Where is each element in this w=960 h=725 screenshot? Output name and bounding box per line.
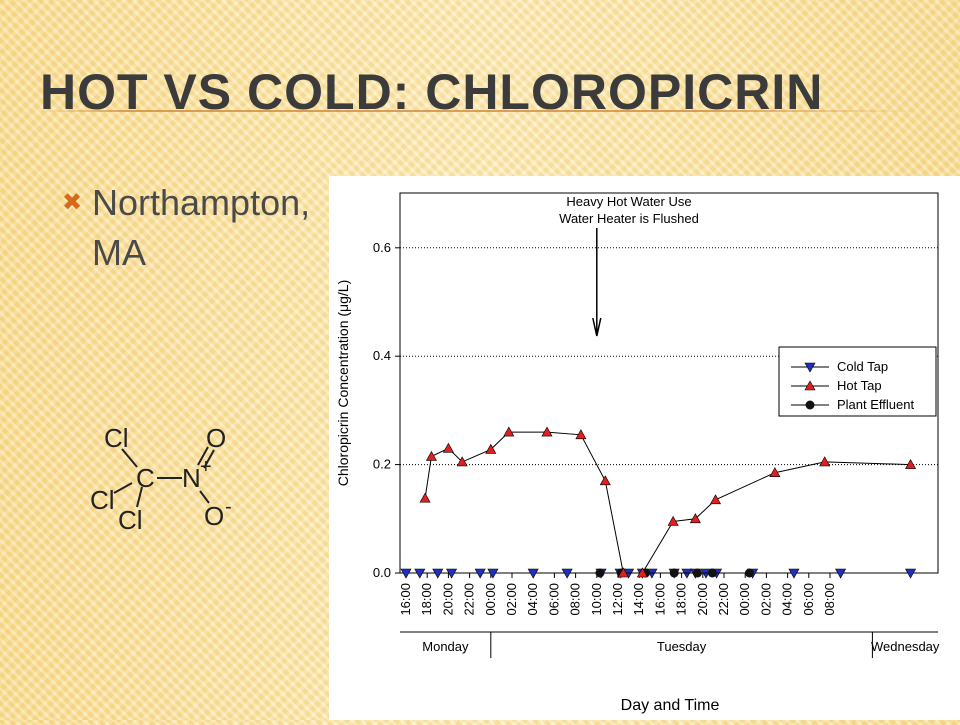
carbon-label: C (136, 463, 155, 493)
annotation: Heavy Hot Water Use Water Heater is Flus… (559, 194, 699, 337)
charge-minus-label: - (225, 496, 232, 518)
x-tick-label: 10:00 (589, 583, 604, 616)
day-label: Tuesday (657, 639, 707, 654)
data-point (485, 443, 497, 454)
y-axis-label: Chloropicrin Concentration (μg/L) (335, 280, 351, 487)
data-point (707, 568, 717, 578)
data-point (419, 492, 431, 503)
x-tick-label: 12:00 (610, 583, 625, 616)
data-point (769, 467, 781, 478)
y-tick-label: 0.6 (373, 240, 391, 255)
x-tick-label: 00:00 (483, 583, 498, 616)
x-tick-label: 16:00 (398, 583, 413, 616)
x-tick-label: 04:00 (525, 583, 540, 616)
data-point (456, 456, 468, 467)
chlorine-label: Cl (104, 423, 129, 453)
x-tick-label: 14:00 (631, 583, 646, 616)
data-point (432, 568, 444, 579)
x-tick-label: 20:00 (695, 583, 710, 616)
oxygen-label: O (204, 501, 224, 531)
x-tick-label: 04:00 (780, 583, 795, 616)
data-point (669, 568, 679, 578)
legend: Cold Tap Hot Tap Plant Effluent (778, 346, 937, 417)
data-point (710, 494, 722, 505)
chlorine-label: Cl (90, 485, 115, 515)
chloropicrin-structure: Cl C N + O Cl Cl O - (90, 423, 232, 535)
data-point (425, 450, 437, 461)
series (400, 426, 917, 579)
data-point (788, 568, 800, 579)
nitrogen-label: N (182, 463, 201, 493)
x-tick-label: 06:00 (546, 583, 561, 616)
data-point (905, 458, 917, 469)
data-point (446, 568, 458, 579)
x-tick-label: 08:00 (568, 583, 583, 616)
day-label: Monday (422, 639, 469, 654)
x-tick-label: 02:00 (758, 583, 773, 616)
title-divider (40, 110, 920, 112)
chloropicrin-chart: 0.0 0.2 0.4 0.6 16:00 18:00 20:00 22:00 00:00 02… (335, 192, 940, 714)
y-axis-ticks: 0.0 0.2 0.4 0.6 (373, 240, 400, 580)
data-point (617, 567, 629, 578)
x-axis-label: Day and Time (621, 697, 720, 714)
legend-marker (804, 380, 816, 391)
bullet-text: Northampton, MA (92, 182, 311, 273)
slide-title: Hot vs Cold: Chloropicrin (40, 64, 824, 120)
data-point (442, 442, 454, 453)
legend-marker (805, 400, 815, 410)
data-point (474, 568, 486, 579)
x-mark-bullet-icon: ✖ (62, 189, 83, 216)
data-point (599, 475, 611, 486)
x-tick-label: 02:00 (504, 583, 519, 616)
data-point (667, 515, 679, 526)
data-point (575, 429, 587, 440)
legend-label: Plant Effluent (837, 397, 914, 412)
data-point (835, 568, 847, 579)
x-tick-label: 16:00 (652, 583, 667, 616)
data-point (636, 567, 648, 578)
x-axis-ticks: 16:00 18:00 20:00 22:00 00:00 02:00 04:00 06:00… (398, 573, 837, 616)
data-point (905, 568, 917, 579)
legend-label: Cold Tap (837, 359, 888, 374)
chlorine-label: Cl (118, 505, 143, 535)
x-tick-label: 22:00 (716, 583, 731, 616)
data-point (400, 568, 412, 579)
data-point (561, 568, 573, 579)
data-point (689, 513, 701, 524)
x-tick-label: 00:00 (737, 583, 752, 616)
annotation-line-1: Heavy Hot Water Use (566, 194, 691, 209)
data-point (541, 426, 553, 437)
oxygen-label: O (206, 423, 226, 453)
day-label: Wednesday (871, 639, 940, 654)
data-point (487, 568, 499, 579)
chart-panel: 0.0 0.2 0.4 0.6 16:00 18:00 20:00 22:00 00:00 02… (329, 176, 960, 720)
x-tick-label: 22:00 (462, 583, 477, 616)
data-point (527, 568, 539, 579)
x-tick-label: 06:00 (801, 583, 816, 616)
annotation-arrowhead (592, 317, 602, 337)
legend-label: Hot Tap (837, 378, 882, 393)
y-tick-label: 0.4 (373, 348, 391, 363)
data-point (693, 568, 702, 578)
y-tick-label: 0.2 (373, 457, 391, 472)
annotation-line-2: Water Heater is Flushed (559, 211, 699, 226)
x-tick-label: 18:00 (419, 583, 434, 616)
x-tick-label: 08:00 (822, 583, 837, 616)
x-tick-label: 18:00 (674, 583, 689, 616)
y-tick-label: 0.0 (373, 565, 391, 580)
data-point (414, 568, 426, 579)
data-point (819, 456, 831, 467)
charge-plus-label: + (200, 456, 212, 478)
data-point (744, 568, 754, 578)
x-tick-label: 20:00 (440, 583, 455, 616)
legend-marker (804, 362, 816, 373)
data-point (595, 568, 605, 578)
data-point (503, 426, 515, 437)
day-axis: Monday Tuesday Wednesday (400, 631, 940, 658)
